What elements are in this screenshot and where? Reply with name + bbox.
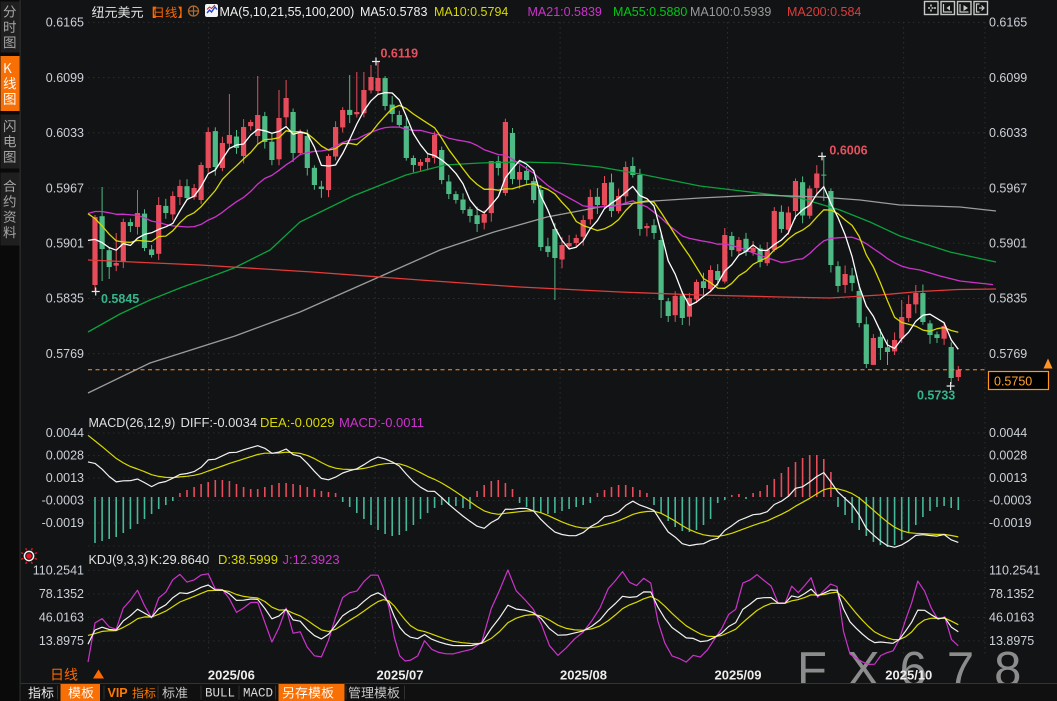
svg-text:-0.0003: -0.0003: [989, 494, 1031, 508]
svg-text:MACD: MACD: [243, 687, 273, 701]
svg-text:0.6033: 0.6033: [46, 126, 84, 140]
svg-text:0.5901: 0.5901: [46, 237, 84, 251]
svg-text:2025/06: 2025/06: [208, 668, 255, 683]
svg-text:0.6099: 0.6099: [989, 71, 1027, 85]
svg-text:VIP: VIP: [108, 686, 128, 700]
svg-text:78.1352: 78.1352: [39, 587, 84, 601]
svg-text:0.5835: 0.5835: [46, 292, 84, 306]
svg-text:0.0044: 0.0044: [46, 426, 84, 440]
svg-text:MACD(26,12,9): MACD(26,12,9): [89, 416, 176, 430]
svg-text:MA5:0.5783: MA5:0.5783: [360, 5, 427, 19]
svg-text:MA10:0.5794: MA10:0.5794: [434, 5, 508, 19]
svg-text:J:12.3923: J:12.3923: [283, 552, 340, 567]
svg-text:46.0163: 46.0163: [39, 611, 84, 625]
svg-text:0.5967: 0.5967: [989, 181, 1027, 195]
svg-text:DIFF:-0.0034: DIFF:-0.0034: [181, 415, 258, 430]
svg-text:13.8975: 13.8975: [989, 634, 1034, 648]
svg-text:46.0163: 46.0163: [989, 611, 1034, 625]
svg-text:0.0028: 0.0028: [46, 449, 84, 463]
svg-text:0.5967: 0.5967: [46, 181, 84, 195]
svg-text:DEA:-0.0029: DEA:-0.0029: [260, 415, 334, 430]
svg-text:MA(5,10,21,55,100,200): MA(5,10,21,55,100,200): [220, 5, 355, 19]
svg-text:0.6165: 0.6165: [46, 16, 84, 30]
svg-text:0.6119: 0.6119: [381, 47, 419, 61]
svg-text:0.6099: 0.6099: [46, 71, 84, 85]
svg-text:-0.0003: -0.0003: [42, 494, 84, 508]
svg-text:0.5845: 0.5845: [101, 292, 139, 306]
svg-text:78.1352: 78.1352: [989, 587, 1034, 601]
svg-text:KDJ(9,3,3): KDJ(9,3,3): [89, 553, 149, 567]
svg-text:MA55:0.5880: MA55:0.5880: [613, 5, 687, 19]
svg-text:2025/09: 2025/09: [715, 668, 762, 683]
svg-text:0.5750: 0.5750: [994, 375, 1032, 389]
svg-text:0.5733: 0.5733: [917, 389, 955, 403]
svg-text:2025/10: 2025/10: [885, 668, 932, 683]
svg-text:D:38.5999: D:38.5999: [218, 552, 278, 567]
svg-text:2025/07: 2025/07: [377, 668, 424, 683]
svg-text:MA21:0.5839: MA21:0.5839: [528, 5, 602, 19]
svg-text:MA100:0.5939: MA100:0.5939: [690, 5, 771, 19]
svg-text:0.5769: 0.5769: [989, 347, 1027, 361]
svg-text:MACD:-0.0011: MACD:-0.0011: [339, 415, 424, 430]
svg-text:-0.0019: -0.0019: [989, 516, 1031, 530]
svg-text:0.6033: 0.6033: [989, 126, 1027, 140]
svg-text:13.8975: 13.8975: [39, 634, 84, 648]
svg-text:2025/08: 2025/08: [560, 668, 607, 683]
svg-text:MA200:0.584: MA200:0.584: [787, 5, 861, 19]
svg-text:0.0013: 0.0013: [989, 471, 1027, 485]
svg-text:0.0013: 0.0013: [46, 471, 84, 485]
svg-text:K:29.8640: K:29.8640: [150, 552, 209, 567]
svg-text:0.5769: 0.5769: [46, 347, 84, 361]
svg-text:0.5901: 0.5901: [989, 237, 1027, 251]
svg-text:0.6165: 0.6165: [989, 16, 1027, 30]
svg-text:BULL: BULL: [205, 687, 235, 701]
svg-text:110.2541: 110.2541: [989, 564, 1040, 578]
svg-text:110.2541: 110.2541: [33, 564, 84, 578]
svg-text:0.0044: 0.0044: [989, 426, 1027, 440]
svg-text:-0.0019: -0.0019: [42, 516, 84, 530]
svg-text:0.5835: 0.5835: [989, 292, 1027, 306]
svg-text:0.6006: 0.6006: [829, 144, 867, 158]
svg-text:0.0028: 0.0028: [989, 449, 1027, 463]
